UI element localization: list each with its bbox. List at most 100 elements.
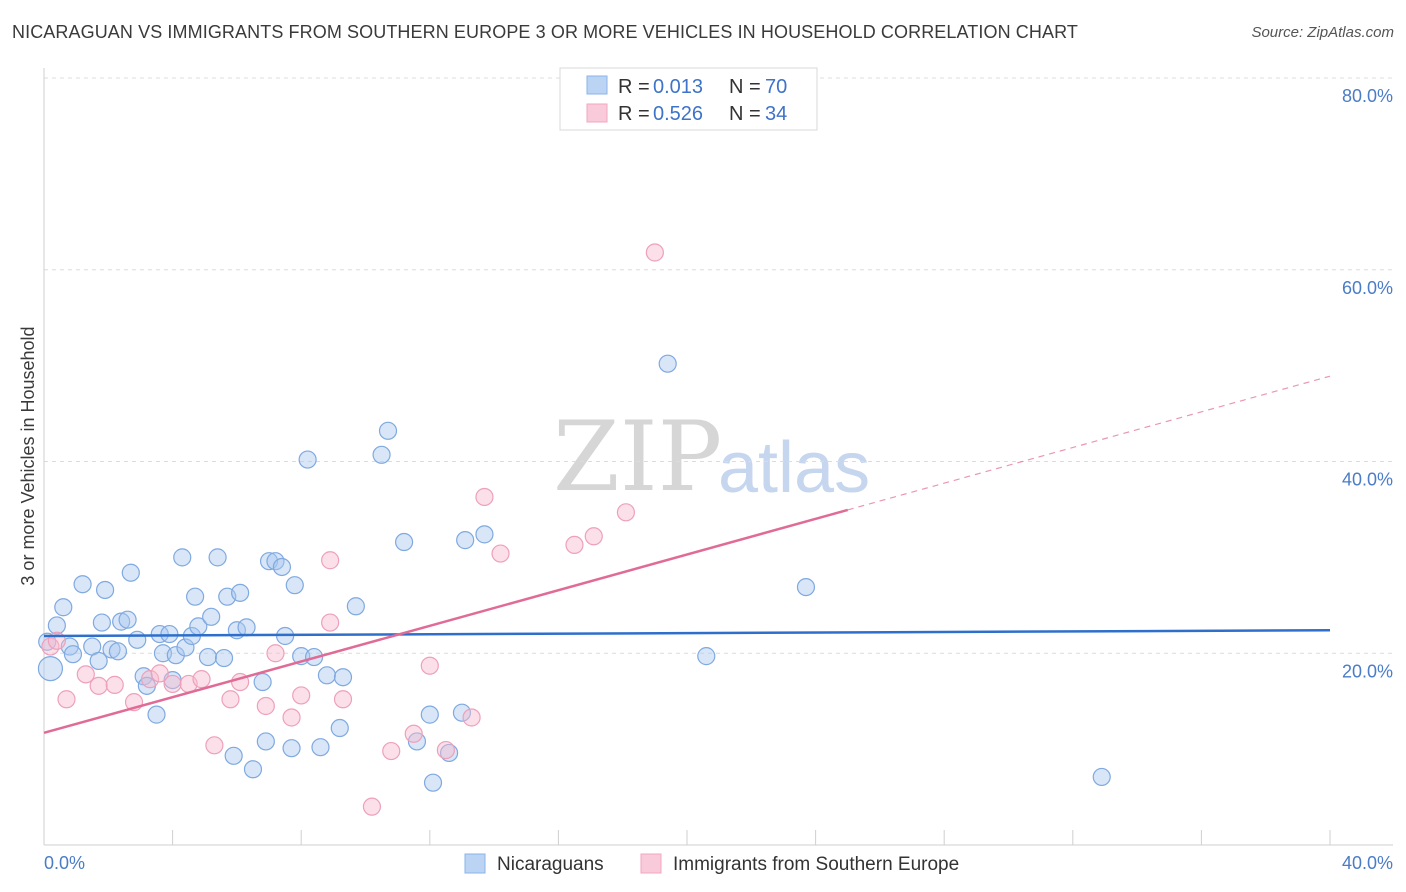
- southern-europe-point-3: [76, 665, 95, 684]
- y-tick-label-20: 20.0%: [1342, 661, 1393, 681]
- bottom-legend-swatch-southern-europe: [640, 853, 662, 874]
- nicaraguans-point-61: [452, 703, 472, 722]
- bottom-legend: Nicaraguans Immigrants from Southern Eur…: [464, 853, 959, 875]
- nicaraguans-point-9: [95, 580, 115, 600]
- southern-europe-point-24: [404, 724, 423, 743]
- nicaraguans-point-0: [37, 655, 64, 682]
- legend-r-value-1: 0.013: [653, 76, 703, 98]
- nicaraguans-point-11: [108, 642, 128, 661]
- southern-europe-point-12: [205, 736, 224, 755]
- nicaraguans-point-13: [118, 610, 137, 629]
- southern-europe-point-16: [266, 644, 285, 663]
- southern-europe-point-19: [321, 551, 340, 570]
- nicaraguans-point-23: [176, 638, 195, 657]
- southern-europe-point-15: [256, 696, 275, 716]
- nicaraguans-point-19: [150, 624, 169, 644]
- nicaraguans-point-15: [128, 630, 147, 649]
- nicaraguans-point-28: [198, 647, 218, 667]
- nicaraguans-point-10: [102, 640, 121, 659]
- southern-europe-point-20: [321, 613, 340, 632]
- legend-r-label-2: R =: [618, 103, 650, 125]
- bottom-legend-swatch-nicaraguans: [464, 853, 486, 874]
- gridlines: [44, 77, 1393, 654]
- source-credit: Source: ZipAtlas.com: [1251, 24, 1394, 41]
- x-axis-ticks: [43, 830, 1331, 845]
- nicaraguans-point-49: [311, 738, 330, 757]
- nicaraguans-point-36: [237, 618, 256, 637]
- nicaraguans-point-51: [330, 718, 349, 738]
- nicaraguans-point-56: [394, 532, 414, 552]
- bottom-legend-label-nicaraguans: Nicaraguans: [497, 854, 604, 875]
- southern-europe-point-27: [462, 708, 481, 727]
- nicaraguans-point-24: [173, 548, 192, 567]
- nicaraguans-point-39: [256, 732, 275, 751]
- nicaraguans-point-42: [272, 557, 292, 577]
- nicaraguans-point-31: [214, 648, 234, 668]
- nicaraguans-point-47: [298, 450, 317, 469]
- nicaraguans-point-1: [47, 616, 66, 635]
- southern-europe-point-33: [645, 243, 664, 262]
- nicaraguans-point-35: [231, 583, 250, 602]
- nicaraguans-point-54: [372, 445, 391, 464]
- southern-europe-point-21: [333, 690, 353, 709]
- southern-europe-point-4: [89, 676, 108, 695]
- nicaraguans-point-44: [282, 739, 301, 758]
- southern-europe-point-17: [282, 708, 301, 727]
- nicaraguans-point-64: [658, 354, 677, 373]
- nicaraguans-point-8: [92, 613, 111, 632]
- chart-title: NICARAGUAN VS IMMIGRANTS FROM SOUTHERN E…: [12, 22, 1078, 42]
- x-tick-label-max: 40.0%: [1342, 853, 1393, 873]
- watermark: ZIP atlas: [553, 401, 870, 513]
- southern-europe-point-25: [420, 656, 439, 675]
- nicaraguans-point-58: [420, 705, 439, 724]
- nicaraguans-point-7: [89, 651, 108, 671]
- nicaraguans-point-65: [697, 647, 716, 666]
- bottom-legend-label-southern-europe: Immigrants from Southern Europe: [673, 854, 959, 875]
- nicaraguans-point-33: [224, 746, 243, 765]
- y-tick-label-80: 80.0%: [1342, 86, 1393, 106]
- legend-n-label-1: N =: [729, 76, 761, 98]
- nicaraguans-point-29: [202, 607, 221, 626]
- trend-line-southern-europe-extension: [847, 375, 1331, 511]
- y-tick-label-60: 60.0%: [1342, 278, 1393, 298]
- southern-europe-point-11: [192, 670, 211, 689]
- nicaraguans-point-38: [253, 672, 272, 692]
- southern-europe-point-9: [163, 674, 182, 694]
- nicaraguans-point-22: [166, 646, 185, 665]
- southern-europe-point-7: [140, 670, 160, 689]
- nicaraguans-point-12: [112, 612, 131, 631]
- series-southern-europe-points: [41, 243, 664, 816]
- southern-europe-point-5: [105, 675, 124, 694]
- legend-n-value-1: 70: [765, 76, 787, 98]
- southern-europe-point-29: [491, 544, 510, 563]
- southern-europe-point-8: [150, 664, 169, 683]
- nicaraguans-point-63: [475, 525, 494, 544]
- nicaraguans-point-2: [54, 598, 73, 617]
- southern-europe-point-22: [362, 797, 382, 816]
- southern-europe-point-28: [475, 487, 494, 507]
- nicaraguans-point-14: [121, 563, 140, 582]
- nicaraguans-point-5: [73, 575, 92, 594]
- y-axis-label: 3 or more Vehicles in Household: [18, 326, 38, 585]
- nicaraguans-point-53: [346, 597, 365, 616]
- watermark-zip: ZIP: [553, 401, 722, 513]
- legend-r-value-2: 0.526: [653, 103, 703, 125]
- y-tick-labels: 20.0% 40.0% 60.0% 80.0%: [1342, 86, 1393, 681]
- legend-swatch-southern-europe: [586, 103, 608, 123]
- nicaraguans-point-50: [317, 666, 337, 685]
- nicaraguans-point-66: [796, 577, 816, 597]
- southern-europe-point-30: [565, 535, 584, 555]
- watermark-atlas: atlas: [718, 428, 870, 508]
- nicaraguans-point-26: [186, 587, 205, 606]
- nicaraguans-point-60: [439, 743, 459, 763]
- southern-europe-point-23: [382, 741, 401, 761]
- nicaraguans-point-4: [63, 645, 83, 664]
- nicaraguans-point-68: [38, 632, 57, 651]
- southern-europe-point-31: [584, 527, 603, 546]
- top-legend: R = 0.013 N = 70 R = 0.526 N = 34: [559, 67, 818, 131]
- nicaraguans-point-59: [423, 773, 443, 792]
- legend-r-label-1: R =: [618, 76, 650, 98]
- legend-swatch-nicaraguans: [586, 75, 608, 95]
- trend-lines: [43, 375, 1331, 735]
